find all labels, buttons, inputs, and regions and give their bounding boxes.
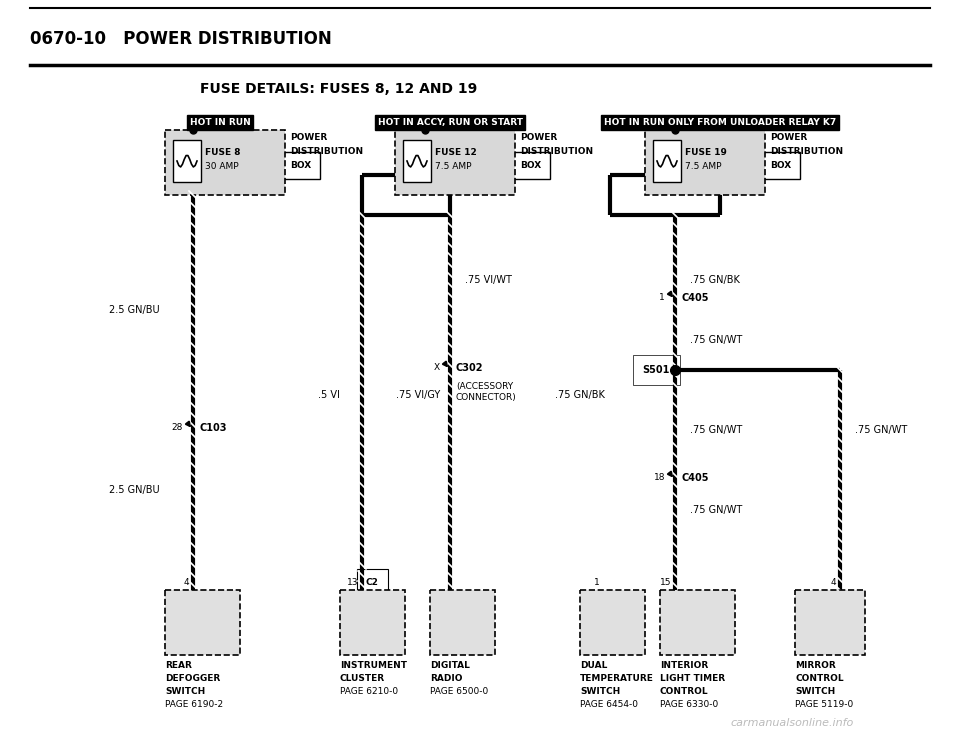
Bar	[795, 590, 865, 655]
Text: LIGHT TIMER: LIGHT TIMER	[660, 674, 725, 683]
Bar	[340, 590, 405, 655]
Text: CONTROL: CONTROL	[660, 687, 708, 696]
Text: C2: C2	[366, 578, 379, 587]
Text: 1: 1	[594, 578, 600, 587]
Bar	[403, 140, 431, 182]
FancyBboxPatch shape	[165, 590, 240, 655]
Text: PAGE 6330-0: PAGE 6330-0	[660, 700, 718, 709]
Text: TEMPERATURE: TEMPERATURE	[580, 674, 654, 683]
FancyBboxPatch shape	[795, 590, 865, 655]
Text: INTERIOR: INTERIOR	[660, 661, 708, 670]
Text: .75 VI/GY: .75 VI/GY	[396, 390, 440, 400]
Text: .75 GN/WT: .75 GN/WT	[690, 335, 742, 345]
Text: carmanualsonline.info: carmanualsonline.info	[730, 718, 853, 728]
Text: 28: 28	[172, 424, 183, 433]
Text: HOT IN RUN: HOT IN RUN	[190, 118, 251, 127]
Text: DIGITAL: DIGITAL	[430, 661, 469, 670]
Text: SWITCH: SWITCH	[165, 687, 205, 696]
Text: FUSE 19: FUSE 19	[685, 148, 727, 157]
Text: PAGE 6210-0: PAGE 6210-0	[340, 687, 398, 696]
Text: BOX: BOX	[770, 161, 791, 170]
Text: C405: C405	[681, 473, 708, 483]
Text: 13: 13	[347, 578, 358, 587]
Text: DEFOGGER: DEFOGGER	[165, 674, 220, 683]
Text: C103: C103	[199, 423, 227, 433]
Text: 2.5 GN/BU: 2.5 GN/BU	[109, 485, 160, 495]
Bar	[653, 140, 681, 182]
Bar	[165, 130, 285, 195]
Text: POWER: POWER	[770, 133, 807, 142]
Text: CLUSTER: CLUSTER	[340, 674, 385, 683]
FancyBboxPatch shape	[580, 590, 645, 655]
Text: SWITCH: SWITCH	[580, 687, 620, 696]
Text: POWER: POWER	[520, 133, 557, 142]
Bar	[165, 590, 240, 655]
Text: FUSE 12: FUSE 12	[435, 148, 477, 157]
Text: PAGE 5119-0: PAGE 5119-0	[795, 700, 853, 709]
Bar	[645, 130, 765, 195]
Text: PAGE 6190-2: PAGE 6190-2	[165, 700, 223, 709]
FancyBboxPatch shape	[430, 590, 495, 655]
Text: (ACCESSORY: (ACCESSORY	[456, 382, 514, 391]
Bar	[173, 140, 201, 182]
FancyBboxPatch shape	[645, 130, 765, 195]
Text: DISTRIBUTION: DISTRIBUTION	[520, 147, 593, 156]
Text: CONTROL: CONTROL	[795, 674, 844, 683]
Text: INSTRUMENT: INSTRUMENT	[340, 661, 407, 670]
Text: .75 GN/WT: .75 GN/WT	[690, 425, 742, 435]
Text: DISTRIBUTION: DISTRIBUTION	[770, 147, 843, 156]
Text: .5 VI: .5 VI	[318, 390, 340, 400]
Text: PAGE 6454-0: PAGE 6454-0	[580, 700, 638, 709]
Text: MIRROR: MIRROR	[795, 661, 836, 670]
Text: HOT IN ACCY, RUN OR START: HOT IN ACCY, RUN OR START	[377, 118, 522, 127]
Text: .75 GN/BK: .75 GN/BK	[555, 390, 605, 400]
Text: .75 GN/WT: .75 GN/WT	[690, 505, 742, 515]
Text: X: X	[434, 363, 440, 372]
Text: HOT IN RUN ONLY FROM UNLOADER RELAY K7: HOT IN RUN ONLY FROM UNLOADER RELAY K7	[604, 118, 836, 127]
Text: BOX: BOX	[520, 161, 541, 170]
Text: 4: 4	[830, 578, 836, 587]
FancyBboxPatch shape	[165, 130, 285, 195]
Bar	[395, 130, 515, 195]
Text: .75 GN/BK: .75 GN/BK	[690, 275, 740, 285]
Bar	[430, 590, 495, 655]
Text: FUSE DETAILS: FUSES 8, 12 AND 19: FUSE DETAILS: FUSES 8, 12 AND 19	[200, 82, 477, 96]
Text: 15: 15	[660, 578, 671, 587]
Text: REAR: REAR	[165, 661, 192, 670]
Text: 4: 4	[183, 578, 189, 587]
Text: .75 VI/WT: .75 VI/WT	[465, 275, 512, 285]
Text: C405: C405	[681, 293, 708, 303]
Text: 7.5 AMP: 7.5 AMP	[685, 162, 722, 171]
Text: CONNECTOR): CONNECTOR)	[456, 393, 516, 402]
Bar	[580, 590, 645, 655]
Text: BOX: BOX	[290, 161, 311, 170]
Text: 1: 1	[660, 293, 665, 302]
Text: RADIO: RADIO	[430, 674, 463, 683]
Text: S501: S501	[642, 365, 670, 375]
Text: 0670-10   POWER DISTRIBUTION: 0670-10 POWER DISTRIBUTION	[30, 30, 332, 48]
Text: 30 AMP: 30 AMP	[205, 162, 239, 171]
Text: SWITCH: SWITCH	[795, 687, 835, 696]
Text: 2.5 GN/BU: 2.5 GN/BU	[109, 305, 160, 315]
Text: DUAL: DUAL	[580, 661, 608, 670]
FancyBboxPatch shape	[395, 130, 515, 195]
Text: 18: 18	[654, 474, 665, 483]
Text: C302: C302	[456, 363, 484, 373]
Text: .75 GN/WT: .75 GN/WT	[855, 425, 907, 435]
Text: POWER: POWER	[290, 133, 327, 142]
Text: PAGE 6500-0: PAGE 6500-0	[430, 687, 489, 696]
Text: 7.5 AMP: 7.5 AMP	[435, 162, 471, 171]
FancyBboxPatch shape	[340, 590, 405, 655]
Bar	[660, 590, 735, 655]
Text: FUSE 8: FUSE 8	[205, 148, 241, 157]
FancyBboxPatch shape	[660, 590, 735, 655]
Text: DISTRIBUTION: DISTRIBUTION	[290, 147, 363, 156]
